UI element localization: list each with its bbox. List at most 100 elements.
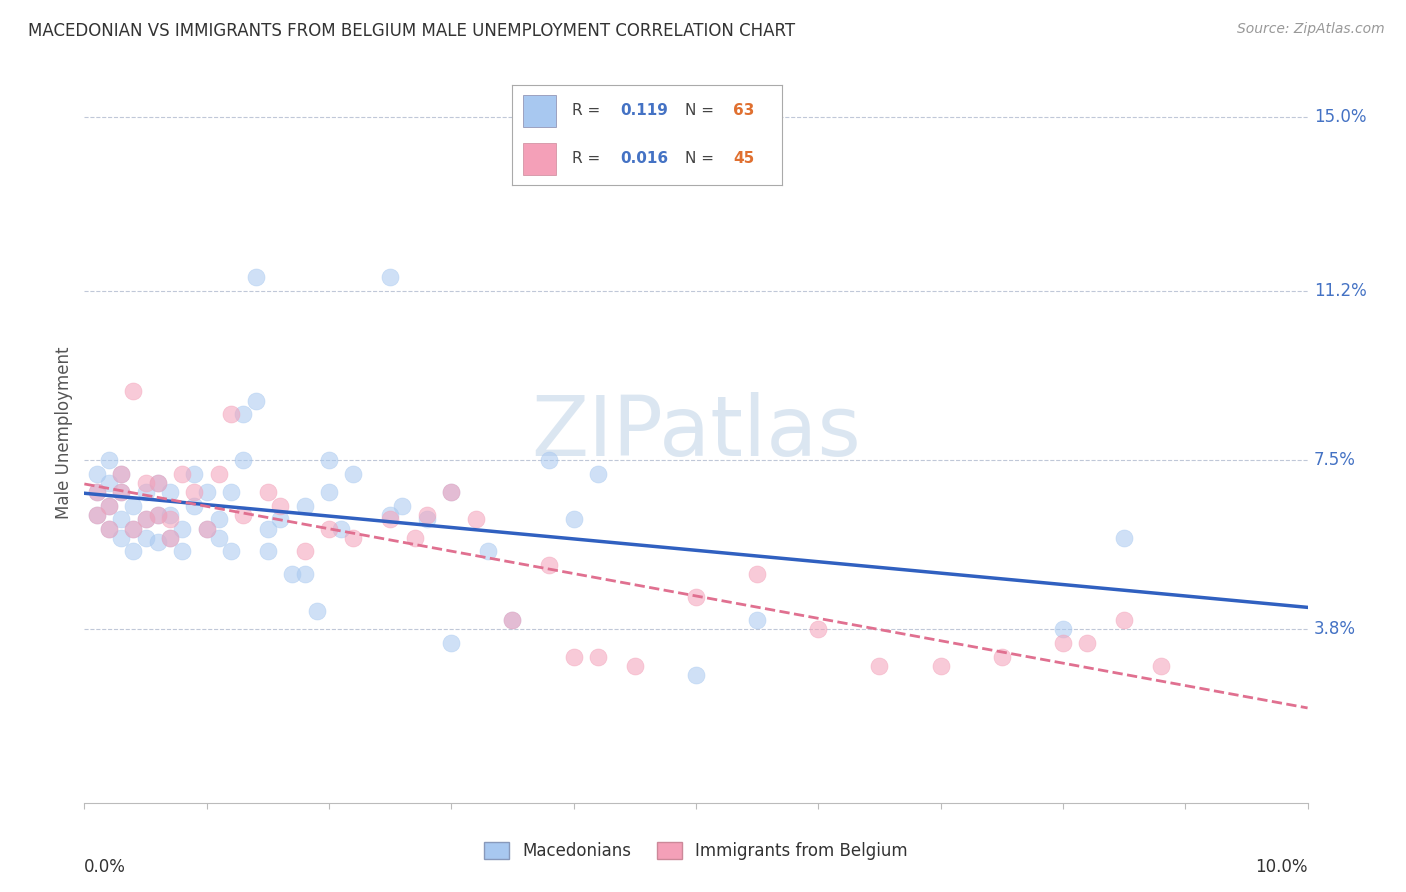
Point bbox=[477, 544, 499, 558]
Point bbox=[1076, 636, 1098, 650]
Text: 11.2%: 11.2% bbox=[1313, 282, 1367, 300]
Legend: Macedonians, Immigrants from Belgium: Macedonians, Immigrants from Belgium bbox=[477, 834, 915, 869]
Point bbox=[685, 590, 707, 604]
Point bbox=[747, 613, 769, 627]
Point bbox=[1114, 531, 1136, 545]
Point bbox=[110, 467, 132, 481]
Point bbox=[97, 522, 120, 536]
Point bbox=[269, 512, 291, 526]
Point bbox=[110, 467, 132, 481]
Point bbox=[747, 567, 769, 582]
Point bbox=[281, 567, 304, 582]
Text: 10.0%: 10.0% bbox=[1256, 857, 1308, 876]
Point bbox=[586, 467, 609, 481]
Text: ZIPatlas: ZIPatlas bbox=[531, 392, 860, 473]
Point bbox=[391, 499, 413, 513]
Point bbox=[257, 522, 280, 536]
Point bbox=[538, 453, 561, 467]
Point bbox=[232, 508, 254, 522]
Point bbox=[146, 508, 169, 522]
Point bbox=[257, 544, 280, 558]
Point bbox=[159, 512, 181, 526]
Point bbox=[624, 658, 647, 673]
Point bbox=[97, 475, 120, 490]
Point bbox=[146, 535, 169, 549]
Point bbox=[195, 522, 218, 536]
Point bbox=[172, 522, 194, 536]
Point bbox=[1052, 622, 1074, 636]
Point bbox=[135, 512, 157, 526]
Text: MACEDONIAN VS IMMIGRANTS FROM BELGIUM MALE UNEMPLOYMENT CORRELATION CHART: MACEDONIAN VS IMMIGRANTS FROM BELGIUM MA… bbox=[28, 22, 796, 40]
Point bbox=[586, 649, 609, 664]
Point bbox=[219, 408, 242, 422]
Text: 7.5%: 7.5% bbox=[1313, 451, 1355, 469]
Point bbox=[97, 522, 120, 536]
Point bbox=[172, 467, 194, 481]
Point bbox=[122, 499, 145, 513]
Point bbox=[440, 485, 463, 500]
Point bbox=[219, 485, 242, 500]
Point bbox=[122, 544, 145, 558]
Point bbox=[110, 531, 132, 545]
Point bbox=[538, 558, 561, 573]
Point bbox=[416, 512, 439, 526]
Point bbox=[562, 649, 585, 664]
Point bbox=[294, 567, 316, 582]
Point bbox=[146, 508, 169, 522]
Point bbox=[929, 658, 952, 673]
Point bbox=[183, 467, 205, 481]
Point bbox=[380, 512, 402, 526]
Point bbox=[208, 467, 231, 481]
Point bbox=[318, 485, 340, 500]
Point bbox=[380, 508, 402, 522]
Point bbox=[159, 531, 181, 545]
Point bbox=[146, 475, 169, 490]
Text: Source: ZipAtlas.com: Source: ZipAtlas.com bbox=[1237, 22, 1385, 37]
Point bbox=[208, 531, 231, 545]
Point bbox=[342, 531, 364, 545]
Point bbox=[159, 485, 181, 500]
Point bbox=[135, 512, 157, 526]
Point bbox=[86, 508, 108, 522]
Point bbox=[1052, 636, 1074, 650]
Point bbox=[97, 499, 120, 513]
Point bbox=[122, 522, 145, 536]
Point bbox=[97, 453, 120, 467]
Point bbox=[440, 485, 463, 500]
Point bbox=[869, 658, 891, 673]
Point bbox=[318, 453, 340, 467]
Point bbox=[86, 485, 108, 500]
Point bbox=[232, 408, 254, 422]
Point bbox=[86, 467, 108, 481]
Point bbox=[183, 485, 205, 500]
Point bbox=[330, 522, 353, 536]
Point bbox=[305, 604, 328, 618]
Point bbox=[208, 512, 231, 526]
Point bbox=[294, 544, 316, 558]
Point bbox=[416, 508, 439, 522]
Point bbox=[146, 475, 169, 490]
Point bbox=[318, 522, 340, 536]
Point bbox=[172, 544, 194, 558]
Point bbox=[562, 512, 585, 526]
Point bbox=[269, 499, 291, 513]
Point bbox=[86, 485, 108, 500]
Point bbox=[159, 508, 181, 522]
Point bbox=[135, 475, 157, 490]
Point bbox=[232, 453, 254, 467]
Point bbox=[404, 531, 426, 545]
Y-axis label: Male Unemployment: Male Unemployment bbox=[55, 346, 73, 519]
Point bbox=[294, 499, 316, 513]
Point bbox=[122, 384, 145, 399]
Point bbox=[97, 499, 120, 513]
Point bbox=[991, 649, 1014, 664]
Point bbox=[245, 393, 267, 408]
Point bbox=[807, 622, 830, 636]
Text: 0.0%: 0.0% bbox=[84, 857, 127, 876]
Point bbox=[464, 512, 486, 526]
Point bbox=[219, 544, 242, 558]
Point bbox=[110, 485, 132, 500]
Point bbox=[110, 512, 132, 526]
Point bbox=[685, 668, 707, 682]
Point bbox=[440, 636, 463, 650]
